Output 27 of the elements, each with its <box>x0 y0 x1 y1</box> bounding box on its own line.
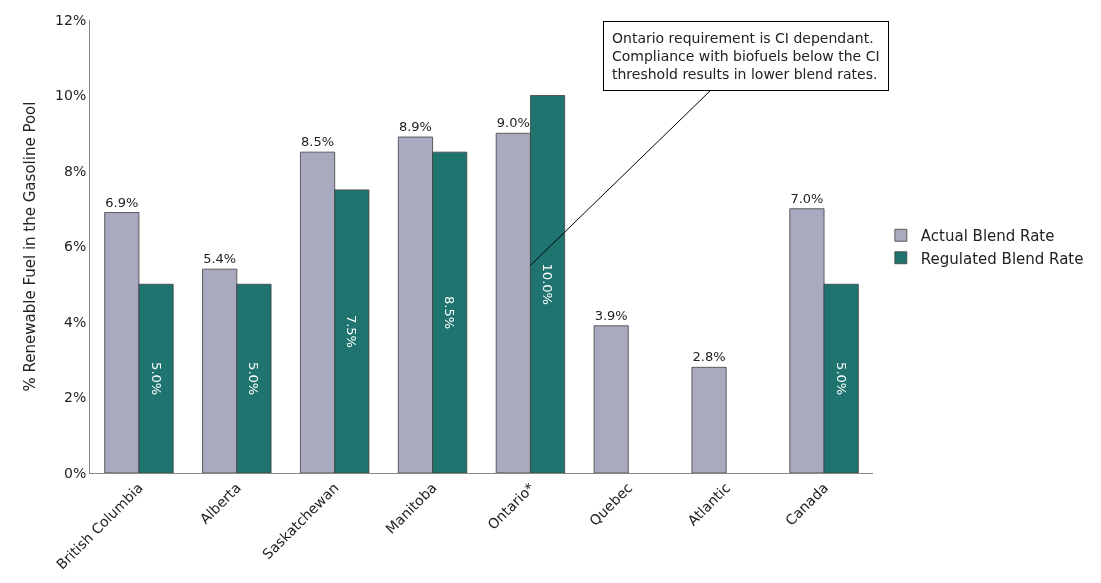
data-label: 5.4% <box>203 251 237 267</box>
data-label: 8.9% <box>398 119 432 135</box>
y-tick-label: 0% <box>63 464 87 481</box>
data-label: 7.5% <box>344 314 360 348</box>
legend-label: Regulated Blend Rate <box>920 249 1084 268</box>
data-label: 5.0% <box>148 362 164 396</box>
data-label: 10.0% <box>540 263 556 305</box>
y-tick-label: 2% <box>63 389 87 406</box>
data-label: 2.8% <box>692 349 726 365</box>
bar <box>691 366 727 473</box>
data-label: 8.5% <box>301 134 335 150</box>
data-label: 3.9% <box>594 307 628 323</box>
legend-label: Actual Blend Rate <box>920 227 1055 246</box>
data-label: 7.0% <box>790 190 824 206</box>
y-tick-label: 4% <box>63 313 87 330</box>
data-label: 9.0% <box>496 115 530 131</box>
y-tick-label: 6% <box>63 238 87 255</box>
y-tick-label: 8% <box>63 162 87 179</box>
y-tick-label: 12% <box>55 11 87 28</box>
y-axis-title: % Renewable Fuel in the Gasoline Pool <box>21 101 40 392</box>
data-label: 6.9% <box>105 194 139 210</box>
annotation: Ontario requirement is CI dependant. Compliance with biofuels below the CI threshold results in lower blend rates. <box>612 30 880 83</box>
data-label: 5.0% <box>833 362 849 396</box>
data-label: 5.0% <box>246 362 262 396</box>
data-label: 8.5% <box>442 296 458 330</box>
y-tick-label: 10% <box>55 87 87 104</box>
bar <box>593 325 629 473</box>
